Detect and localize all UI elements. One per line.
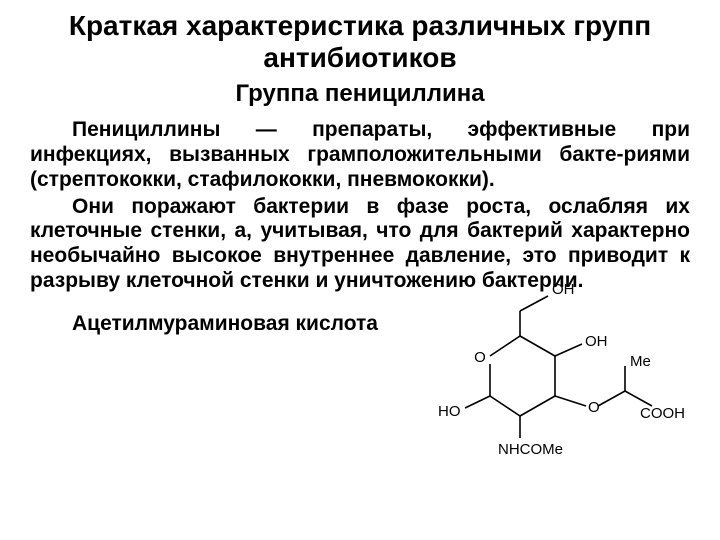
label-me: Me	[630, 353, 651, 370]
subtitle: Группа пенициллина	[30, 80, 690, 108]
label-o-ring: O	[474, 349, 486, 366]
label-ho: HO	[438, 403, 461, 420]
label-cooh: COOH	[640, 405, 685, 422]
label-oh-top: OH	[552, 281, 575, 298]
chemical-structure-icon: OH OH O O Me COOH HO NHCOMe	[430, 266, 690, 466]
bottom-row: Ацетилмураминовая кислота	[30, 296, 690, 471]
acid-label-col: Ацетилмураминовая кислота	[30, 296, 420, 357]
chemical-structure-col: OH OH O O Me COOH HO NHCOMe	[430, 266, 690, 471]
main-title: Краткая характеристика различных групп а…	[30, 10, 690, 74]
acid-label: Ацетилмураминовая кислота	[30, 312, 420, 336]
label-oh-mid: OH	[585, 333, 608, 350]
slide-container: Краткая характеристика различных групп а…	[0, 0, 720, 481]
label-o-chain: O	[588, 399, 600, 416]
label-nhcome: NHCOMe	[498, 441, 563, 458]
paragraph-1: Пенициллины — препараты, эффективные при…	[30, 118, 690, 192]
